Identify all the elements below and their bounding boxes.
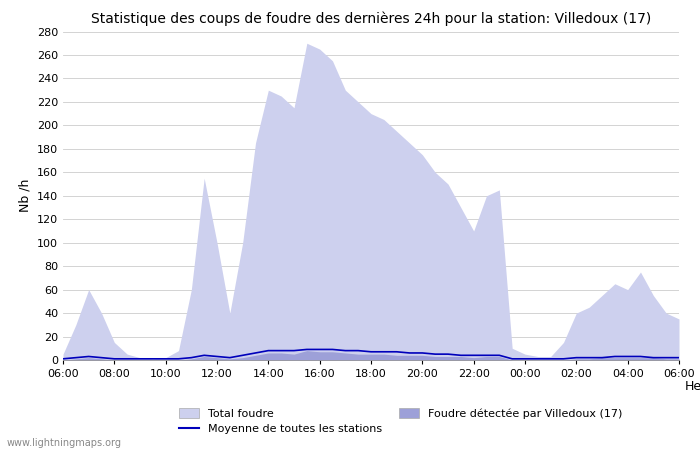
- Title: Statistique des coups de foudre des dernières 24h pour la station: Villedoux (17: Statistique des coups de foudre des dern…: [91, 12, 651, 26]
- Legend: Total foudre, Moyenne de toutes les stations, Foudre détectée par Villedoux (17): Total foudre, Moyenne de toutes les stat…: [179, 408, 622, 434]
- Text: www.lightningmaps.org: www.lightningmaps.org: [7, 438, 122, 448]
- X-axis label: Heure: Heure: [685, 380, 700, 393]
- Y-axis label: Nb /h: Nb /h: [18, 179, 32, 212]
